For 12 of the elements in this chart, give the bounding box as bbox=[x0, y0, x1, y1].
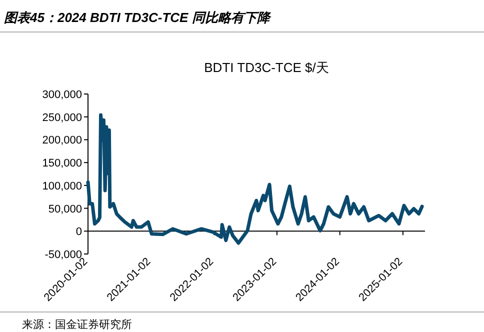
y-tick-label: 150,000 bbox=[42, 158, 82, 170]
y-tick-label: 0 bbox=[76, 226, 82, 238]
y-tick-label: 300,000 bbox=[42, 89, 82, 101]
chart-title: BDTI TD3C-TCE $/天 bbox=[204, 60, 329, 75]
y-tick-label: 200,000 bbox=[42, 134, 82, 147]
y-tick-label: -50,000 bbox=[44, 249, 82, 261]
y-tick-label: 250,000 bbox=[42, 112, 82, 124]
y-tick-label: 100,000 bbox=[42, 180, 82, 192]
y-tick-label: 50,000 bbox=[48, 203, 82, 216]
text: 图表45：2024 BDTI TD3C-TCE 同比略有下降 bbox=[4, 10, 272, 25]
source-note: 来源：国金证券研究所 bbox=[22, 318, 132, 331]
line-series bbox=[86, 113, 424, 245]
